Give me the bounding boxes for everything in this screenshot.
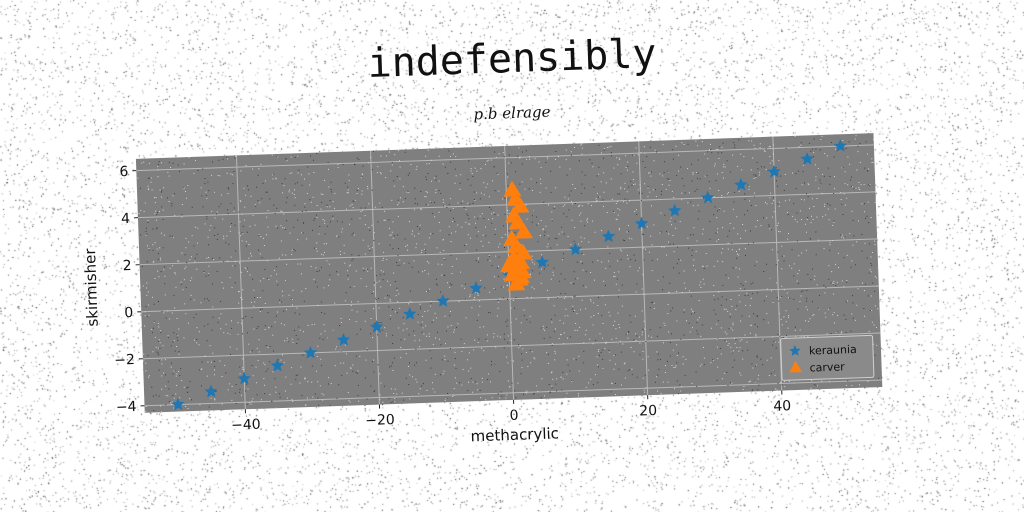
series-carver (500, 180, 534, 291)
keraunia-point (800, 151, 814, 165)
keraunia-point (270, 358, 284, 372)
legend-entry-keraunia: keraunia (789, 343, 857, 358)
keraunia-point (568, 242, 582, 256)
y-tick-label: 6 (119, 164, 129, 180)
grid-line-x (638, 141, 649, 396)
legend-marker-keraunia (789, 345, 801, 357)
keraunia-point (734, 177, 748, 191)
grid-line-y (142, 332, 881, 360)
keraunia-point (237, 371, 251, 385)
carver-point (500, 255, 519, 273)
y-tick-label: −4 (116, 399, 137, 416)
keraunia-point (833, 139, 847, 152)
grid-line-y (144, 379, 883, 407)
grid-line-y (136, 144, 874, 172)
keraunia-point (436, 294, 450, 307)
grid-line-x (235, 155, 246, 410)
keraunia-point (204, 384, 218, 398)
keraunia-point (171, 397, 185, 411)
y-tick-label: 0 (124, 305, 133, 321)
x-tick-label: 40 (773, 398, 791, 415)
y-tick-label: −2 (114, 352, 135, 369)
legend-entry-carver: carver (789, 360, 845, 375)
y-tick-label: 4 (121, 211, 131, 227)
legend: keraunia carver (780, 334, 875, 381)
y-tick-label: 2 (122, 258, 131, 274)
grid-line-y (141, 285, 879, 313)
grid-line-x (370, 150, 380, 405)
keraunia-point (469, 281, 483, 295)
x-tick-label: −20 (365, 412, 395, 429)
series-layer (171, 139, 847, 411)
keraunia-point (668, 203, 682, 217)
y-axis-label: skirmisher (81, 247, 102, 326)
carver-point (511, 267, 530, 284)
carver-point (505, 206, 524, 223)
grid-line-y (137, 191, 876, 219)
x-tick-label: 20 (639, 403, 657, 420)
x-axis: −40 −20 0 20 40 (231, 390, 791, 434)
carver-point (503, 180, 522, 197)
keraunia-point (767, 164, 781, 178)
carver-point (506, 189, 525, 207)
grid-line-x (772, 136, 783, 391)
series-keraunia (171, 139, 847, 411)
carver-point (503, 229, 522, 247)
x-axis-label: methacrylic (470, 424, 559, 445)
legend-label-carver: carver (809, 360, 845, 374)
keraunia-point (303, 345, 318, 359)
keraunia-point (403, 307, 417, 320)
keraunia-point (535, 255, 549, 269)
keraunia-point (701, 190, 715, 204)
keraunia-point (336, 332, 351, 346)
carver-point (515, 222, 534, 239)
legend-marker-carver (789, 361, 803, 373)
x-tick-label: 0 (509, 408, 518, 424)
legend-label-keraunia: keraunia (809, 343, 857, 358)
keraunia-point (370, 320, 384, 333)
y-axis: −4 −2 0 2 4 6 (114, 164, 145, 416)
x-tick-label: −40 (231, 417, 261, 434)
keraunia-point (601, 229, 616, 243)
keraunia-point (634, 216, 649, 230)
